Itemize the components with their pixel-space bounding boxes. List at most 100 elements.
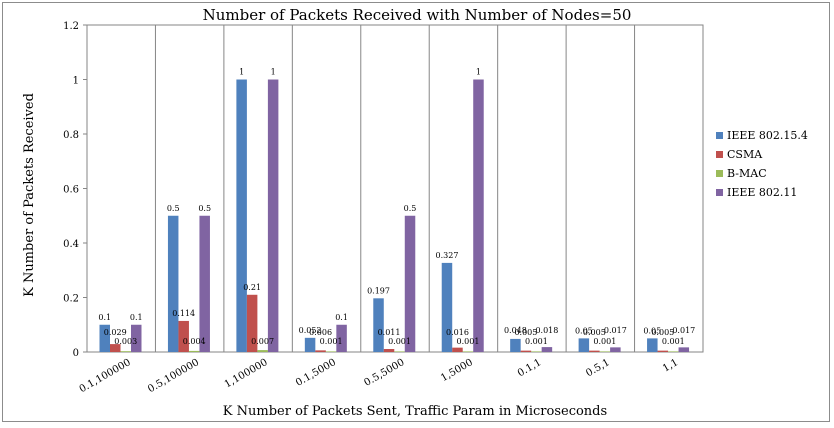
- y-tick-label: 0.4: [63, 239, 79, 250]
- bar: [383, 349, 395, 352]
- bar: [678, 347, 690, 352]
- x-tick-label: 0.1,5000: [294, 357, 338, 389]
- bar: [520, 350, 532, 352]
- bar: [178, 320, 189, 352]
- data-label: 0.011: [378, 328, 401, 337]
- data-label: 1: [271, 68, 276, 77]
- data-label: 0.197: [367, 286, 390, 295]
- data-label: 0.05: [575, 326, 593, 335]
- x-tick-label: 0.5,5000: [362, 357, 406, 389]
- y-tick-label: 1.2: [63, 21, 79, 32]
- data-label: 0.1: [335, 313, 348, 322]
- x-tick-label: 1,1: [661, 357, 680, 374]
- bar: [541, 347, 553, 352]
- bar: [99, 324, 110, 352]
- data-label: 0.048: [504, 326, 527, 335]
- bar: [315, 350, 326, 352]
- y-tick-label: 0: [73, 348, 79, 359]
- x-tick-label: 0.1,1: [516, 357, 544, 379]
- bar: [610, 347, 621, 352]
- data-label: 0.003: [114, 337, 137, 346]
- data-label: 0.005: [651, 328, 674, 337]
- data-label: 0.001: [388, 337, 411, 346]
- data-label: 0.001: [593, 337, 616, 346]
- data-label: 0.001: [525, 337, 548, 346]
- bar: [188, 350, 200, 352]
- bar: [394, 351, 405, 352]
- legend-label: CSMA: [727, 148, 763, 161]
- data-label: 0.005: [514, 328, 537, 337]
- data-label: 0.114: [172, 309, 195, 318]
- data-label: 0.005: [583, 328, 606, 337]
- data-label: 0.004: [183, 337, 206, 346]
- bar: [373, 298, 384, 352]
- data-label: 0.017: [604, 326, 627, 335]
- legend: IEEE 802.15.4 CSMA B-MAC IEEE 802.11: [716, 129, 808, 199]
- data-label: 0.016: [446, 328, 469, 337]
- bar: [131, 324, 142, 352]
- data-label: 0.017: [672, 326, 695, 335]
- bar: [657, 350, 669, 352]
- legend-swatch: [716, 170, 723, 177]
- x-axis-title: K Number of Packets Sent, Traffic Param …: [223, 404, 607, 419]
- y-tick-label: 0.2: [63, 294, 79, 305]
- bar-chart: Number of Packets Received with Number o…: [22, 6, 808, 419]
- bar: [452, 347, 463, 352]
- bar: [473, 79, 484, 352]
- data-label: 0.5: [404, 204, 417, 213]
- bar: [246, 294, 258, 352]
- bar: [589, 350, 600, 352]
- bar: [110, 344, 121, 352]
- data-label: 1: [476, 68, 481, 77]
- y-tick-label: 0.8: [63, 130, 79, 141]
- bar: [404, 215, 416, 352]
- legend-swatch: [716, 132, 723, 139]
- data-label: 0.052: [299, 326, 322, 335]
- bar: [304, 337, 316, 352]
- x-tick-label: 1,5000: [439, 357, 475, 384]
- legend-label: B-MAC: [727, 167, 767, 180]
- data-label: 0.001: [320, 337, 343, 346]
- bar: [236, 79, 247, 352]
- bar: [199, 215, 210, 352]
- bar: [531, 351, 542, 352]
- bar: [325, 351, 337, 352]
- data-label: 0.001: [662, 337, 685, 346]
- x-tick-label: 0.5,100000: [146, 357, 201, 395]
- x-tick-label: 1,100000: [223, 357, 270, 390]
- data-label: 0.006: [309, 328, 332, 337]
- y-tick-label: 1: [73, 76, 79, 87]
- bar: [336, 324, 347, 352]
- bar: [257, 350, 268, 352]
- gridlines: [154, 25, 636, 352]
- bar: [647, 338, 658, 352]
- data-label: 0.1: [98, 313, 111, 322]
- bar: [462, 351, 474, 352]
- data-label: 0.5: [167, 204, 180, 213]
- chart-frame: Number of Packets Received with Number o…: [2, 2, 830, 422]
- bar: [120, 351, 131, 352]
- bar: [510, 338, 521, 352]
- data-label: 0.327: [436, 251, 459, 260]
- legend-label: IEEE 802.11: [727, 186, 797, 199]
- x-tick-label: 0.5,1: [584, 357, 612, 379]
- bar: [167, 215, 179, 352]
- bar: [668, 351, 679, 352]
- data-label: 0.018: [535, 326, 558, 335]
- data-label: 0.001: [457, 337, 480, 346]
- data-label: 0.21: [243, 283, 261, 292]
- bar: [578, 338, 590, 352]
- bar: [599, 351, 611, 352]
- data-label: 1: [239, 68, 244, 77]
- legend-label: IEEE 802.15.4: [727, 129, 808, 142]
- data-label: 0.029: [104, 328, 127, 337]
- data-labels: 0.1 0.5 1 0.052 0.197 0.327 0.048 0.05 0.05 0.029…: [98, 68, 695, 347]
- plot-area-border: [86, 24, 704, 353]
- bar: [441, 262, 453, 352]
- y-axis-title: K Number of Packets Received: [22, 93, 37, 297]
- legend-swatch: [716, 151, 723, 158]
- data-label: 0.5: [198, 204, 211, 213]
- legend-swatch: [716, 189, 723, 196]
- data-label: 0.007: [251, 337, 274, 346]
- bars: [99, 79, 690, 352]
